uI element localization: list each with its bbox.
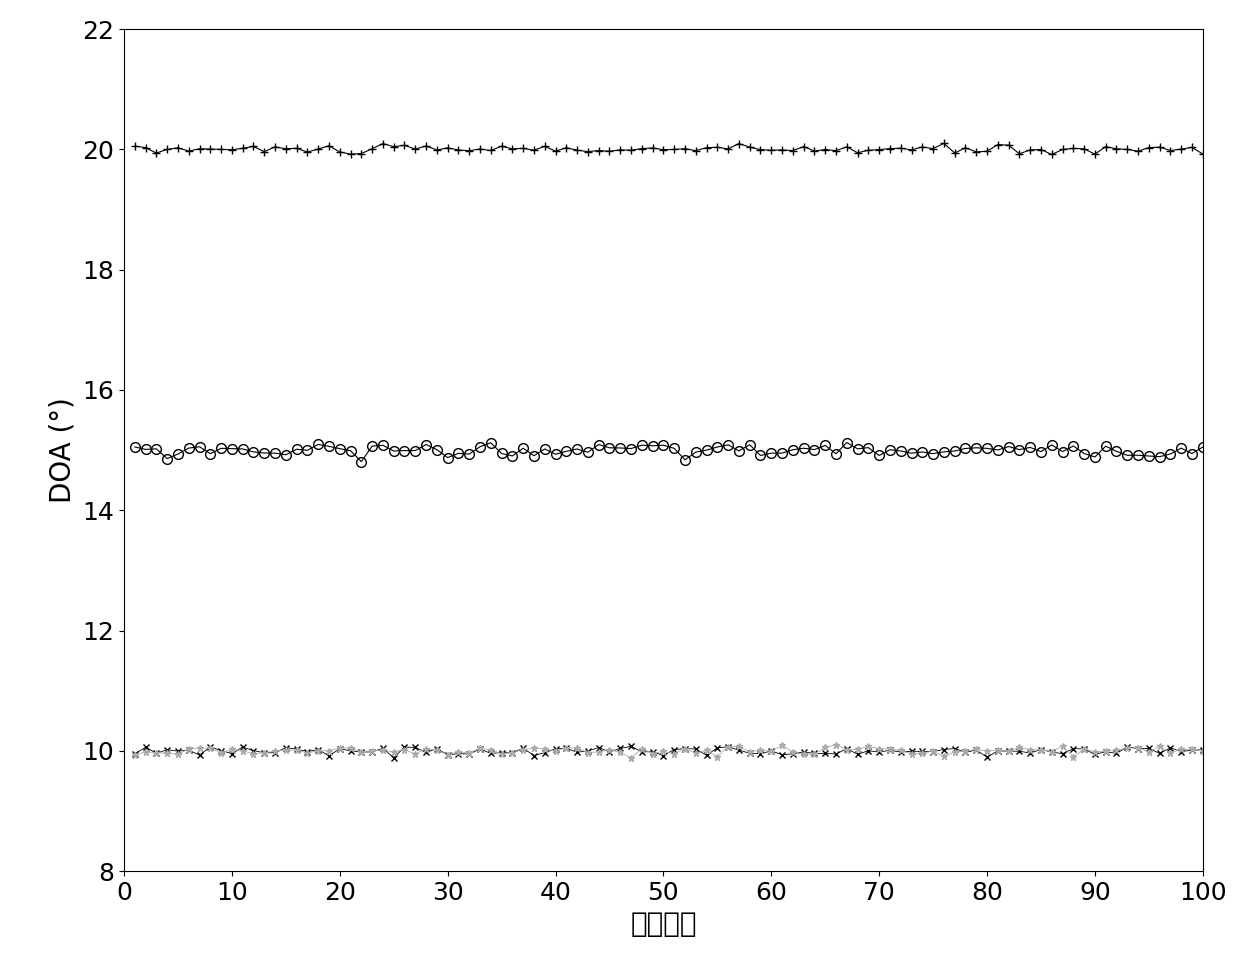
10 deg black xyxy=(332,742,347,754)
15 deg xyxy=(775,447,790,459)
10 deg gray xyxy=(376,744,391,756)
20 deg xyxy=(677,143,692,155)
15 deg xyxy=(353,456,368,468)
10 deg black xyxy=(785,748,800,760)
Line: 10 deg gray: 10 deg gray xyxy=(131,741,1207,762)
Line: 20 deg: 20 deg xyxy=(130,139,1207,159)
15 deg xyxy=(387,445,402,457)
10 deg gray xyxy=(775,740,790,751)
20 deg xyxy=(332,146,347,158)
Y-axis label: DOA (°): DOA (°) xyxy=(48,397,77,503)
10 deg black xyxy=(1195,744,1210,756)
15 deg xyxy=(688,446,703,458)
15 deg xyxy=(1195,441,1210,453)
10 deg black xyxy=(1163,742,1178,754)
20 deg xyxy=(936,137,951,149)
10 deg gray xyxy=(624,752,639,764)
20 deg xyxy=(128,140,143,152)
10 deg gray xyxy=(688,747,703,759)
10 deg black xyxy=(624,741,639,752)
X-axis label: 实验次数: 实验次数 xyxy=(630,911,697,939)
10 deg gray xyxy=(1131,742,1146,754)
Line: 15 deg: 15 deg xyxy=(130,438,1208,467)
20 deg xyxy=(1195,148,1210,160)
10 deg black xyxy=(1131,743,1146,755)
10 deg gray xyxy=(1163,747,1178,759)
15 deg xyxy=(1163,448,1178,460)
15 deg xyxy=(332,442,347,454)
10 deg black xyxy=(376,742,391,754)
15 deg xyxy=(128,441,143,453)
10 deg black xyxy=(387,752,402,764)
10 deg gray xyxy=(1195,745,1210,757)
10 deg gray xyxy=(828,739,843,750)
20 deg xyxy=(764,144,779,156)
10 deg gray xyxy=(332,741,347,753)
10 deg black xyxy=(128,748,143,760)
15 deg xyxy=(1131,449,1146,461)
Line: 10 deg black: 10 deg black xyxy=(131,742,1207,762)
20 deg xyxy=(1044,149,1059,161)
10 deg black xyxy=(699,749,714,761)
20 deg xyxy=(376,137,391,149)
10 deg gray xyxy=(128,749,143,761)
20 deg xyxy=(1163,144,1178,156)
20 deg xyxy=(1131,145,1146,157)
15 deg xyxy=(839,437,854,448)
